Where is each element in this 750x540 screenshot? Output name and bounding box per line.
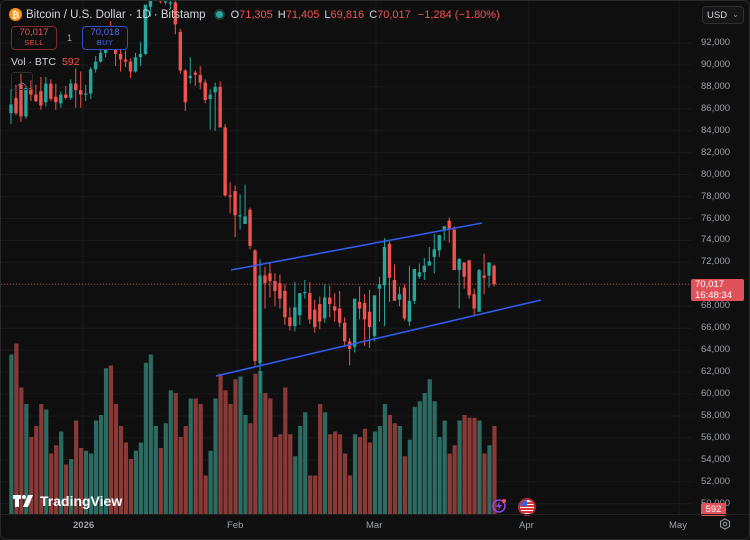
ohlc-open: O71,305 — [230, 8, 273, 21]
price-tick: 88,000 — [701, 80, 731, 92]
ohlc-close: C70,017 — [369, 8, 411, 21]
buy-price: 70,018 — [90, 27, 120, 38]
buy-button[interactable]: 70,018 BUY — [82, 26, 129, 50]
symbol-legend: ₿ Bitcoin / U.S. Dollar · 1D · Bitstamp … — [9, 8, 500, 21]
sell-button[interactable]: 70,017 SELL — [11, 26, 57, 50]
price-tick: 84,000 — [701, 124, 731, 136]
time-tick: Apr — [519, 520, 534, 531]
price-tick: 62,000 — [701, 366, 731, 378]
ohlc-low: L69,816 — [324, 8, 365, 21]
lightning-icon[interactable] — [491, 498, 507, 514]
symbol-title[interactable]: Bitcoin / U.S. Dollar · 1D · Bitstamp — [26, 8, 206, 21]
time-tick: May — [669, 520, 687, 531]
time-tick: Mar — [366, 520, 383, 531]
sell-label: SELL — [24, 38, 44, 47]
price-tick: 58,000 — [701, 409, 731, 421]
market-open-icon — [215, 11, 223, 18]
price-tick: 54,000 — [701, 453, 731, 465]
time-tick: Feb — [227, 520, 244, 531]
price-tick: 76,000 — [701, 212, 731, 224]
sell-price: 70,017 — [19, 27, 49, 38]
tradingview-icon — [13, 495, 33, 507]
last-price-tag: 70,017 16:48:34 — [691, 279, 744, 301]
tradingview-logo[interactable]: TradingView — [13, 493, 122, 509]
price-tick: 80,000 — [701, 168, 731, 180]
price-tick: 60,000 — [701, 388, 731, 400]
time-tick: 2026 — [73, 520, 95, 531]
price-tick: 68,000 — [701, 300, 731, 312]
ohlc-high: H71,405 — [277, 8, 320, 21]
chevron-down-icon: ⌄ — [732, 10, 739, 19]
bitcoin-icon: ₿ — [9, 8, 22, 21]
price-tick: 92,000 — [701, 37, 731, 48]
settings-gear-icon[interactable] — [719, 518, 731, 530]
time-axis-divider — [1, 514, 749, 515]
chevron-up-icon[interactable]: ︿ — [11, 72, 33, 90]
price-change: −1,284 (−1.80%) — [417, 8, 500, 21]
price-tick: 90,000 — [701, 58, 731, 70]
price-tick: 72,000 — [701, 256, 731, 268]
price-tick: 56,000 — [701, 431, 731, 443]
us-flag-icon[interactable] — [518, 498, 536, 516]
quantity[interactable]: 1 — [67, 33, 73, 43]
price-tick: 74,000 — [701, 234, 731, 246]
price-tick: 78,000 — [701, 190, 731, 202]
price-tick: 66,000 — [701, 322, 731, 334]
volume-legend[interactable]: Vol · BTC 592 — [11, 56, 80, 68]
price-tick: 64,000 — [701, 344, 731, 356]
price-tick: 86,000 — [701, 102, 731, 114]
price-tick: 82,000 — [701, 146, 731, 158]
currency-select[interactable]: USD ⌄ — [702, 6, 744, 24]
buy-label: BUY — [96, 38, 114, 47]
trade-panel: 70,017 SELL 1 70,018 BUY — [11, 26, 129, 50]
bar-countdown: 16:48:34 — [695, 289, 732, 301]
volume-value: 592 — [61, 56, 80, 68]
volume-tag: 592 — [701, 503, 726, 516]
price-tick: 52,000 — [701, 475, 731, 487]
